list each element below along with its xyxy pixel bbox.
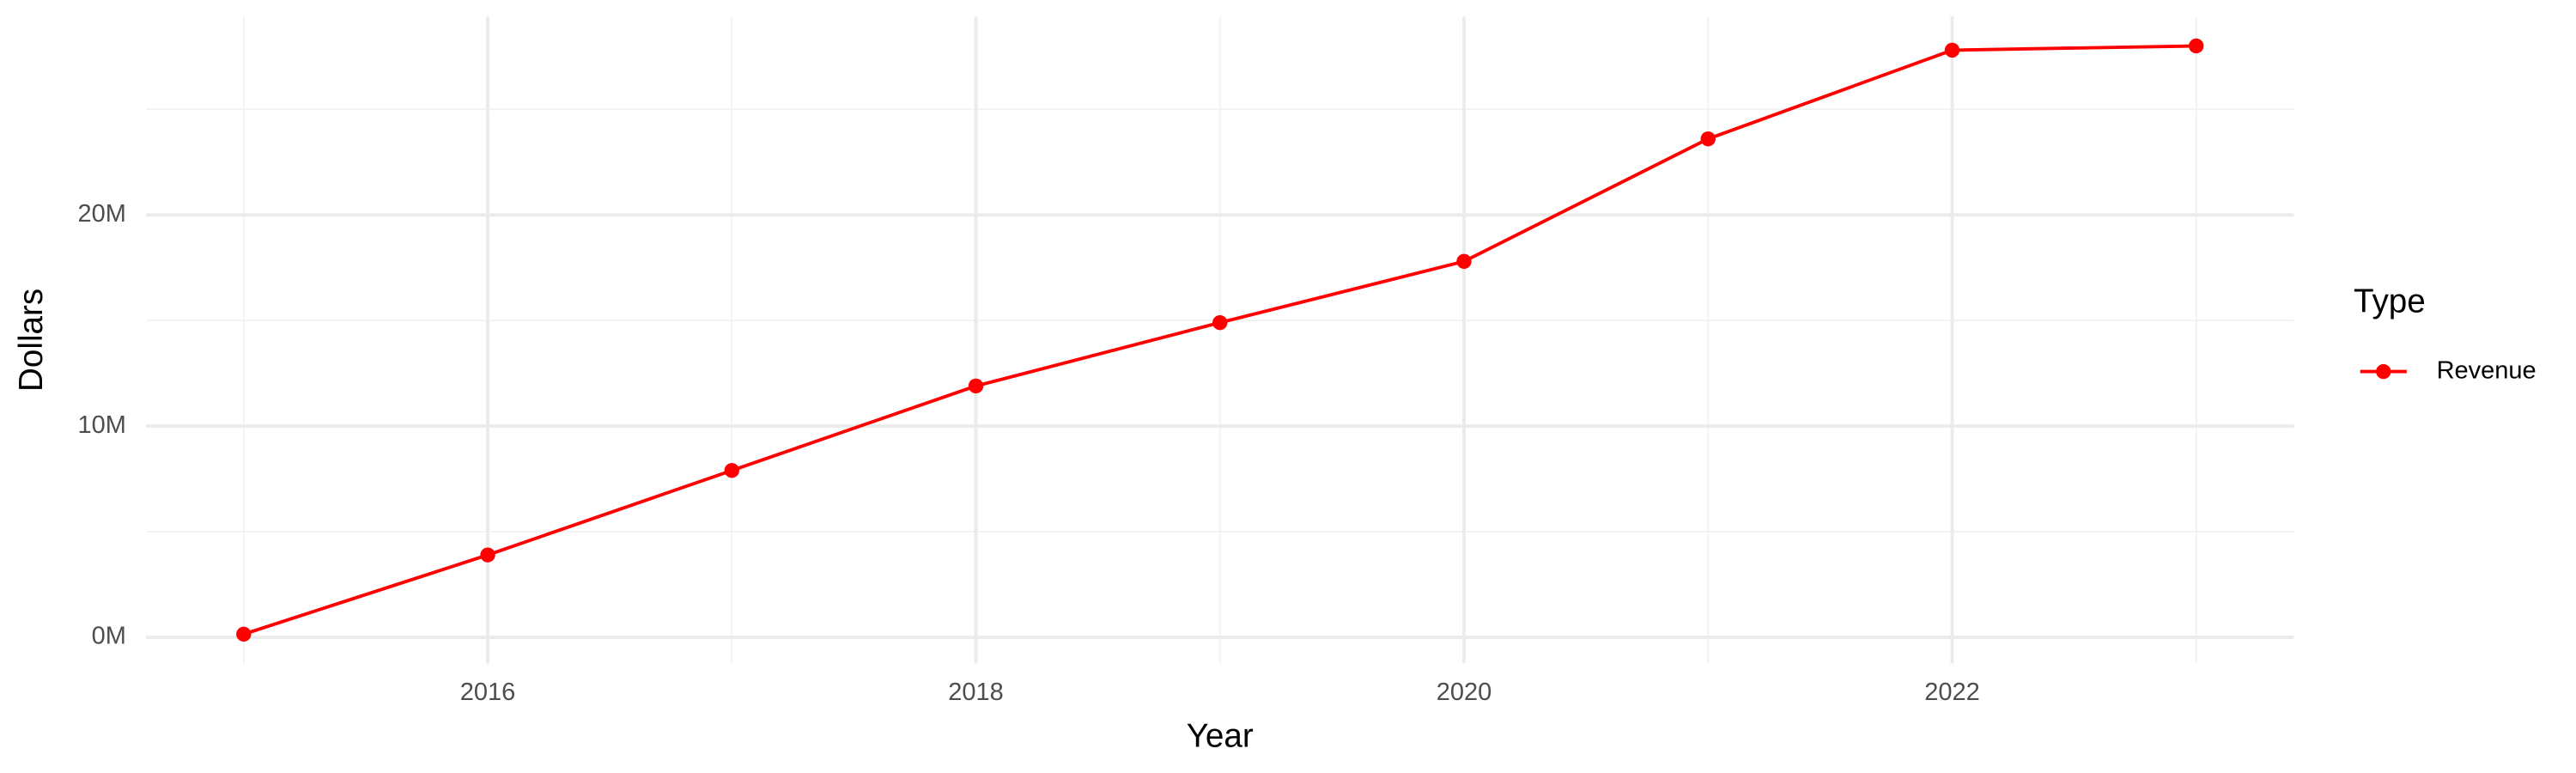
point <box>236 626 252 642</box>
point <box>1700 131 1716 147</box>
y-tick-label: 10M <box>78 411 126 439</box>
grid <box>146 16 2294 664</box>
point <box>1944 42 1960 58</box>
x-axis-title: Year <box>1187 718 1254 755</box>
x-tick-label: 2022 <box>1924 679 1979 706</box>
x-tick-label: 2018 <box>948 679 1003 706</box>
legend-label: Revenue <box>2437 356 2537 384</box>
plot-area <box>236 38 2204 642</box>
x-tick-label: 2020 <box>1437 679 1492 706</box>
point <box>724 463 739 478</box>
x-tick-label: 2016 <box>460 679 515 706</box>
point <box>1456 253 1472 270</box>
point <box>1212 314 1228 331</box>
y-tick-label: 20M <box>78 200 126 228</box>
y-tick-label: 0M <box>92 623 126 650</box>
legend-title: Type <box>2354 283 2426 320</box>
legend-point <box>2376 363 2391 380</box>
y-axis-title: Dollars <box>13 289 50 392</box>
point <box>480 547 495 563</box>
point <box>968 378 984 394</box>
point <box>2188 38 2204 54</box>
